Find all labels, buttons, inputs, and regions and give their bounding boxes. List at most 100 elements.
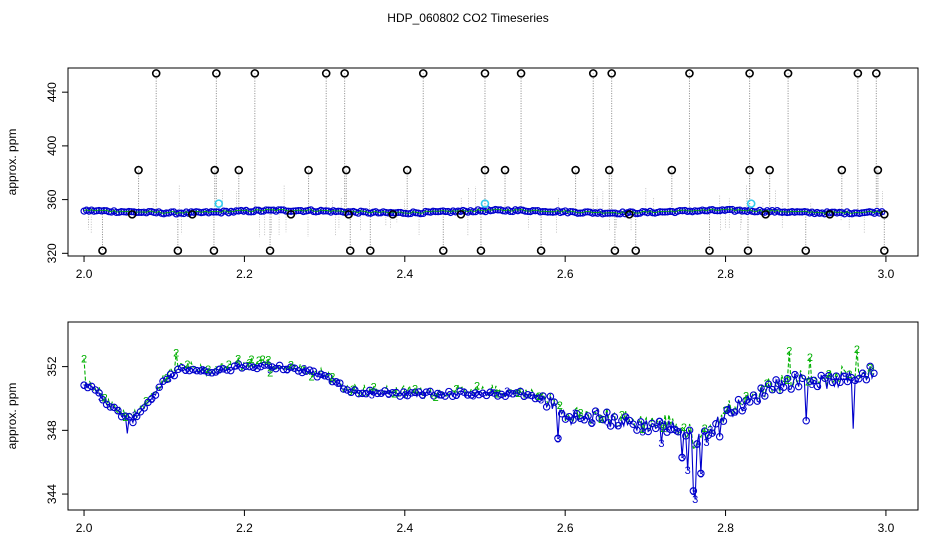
bottom-series-3-label: 3 bbox=[250, 362, 256, 374]
bottom-point bbox=[463, 391, 472, 399]
bottom-x-axis: 2.0 2.2 2.4 2.6 2.8 3.0 bbox=[76, 510, 895, 535]
bottom-point bbox=[524, 391, 532, 399]
bottom-point bbox=[655, 417, 664, 426]
bottom-series-2-label: 2 bbox=[309, 371, 315, 383]
top-x-tick-label-4: 2.8 bbox=[717, 267, 734, 281]
bottom-point bbox=[332, 377, 340, 386]
top-baseline-point bbox=[549, 208, 557, 216]
top-spike-marker-22 bbox=[500, 165, 510, 175]
top-baseline-point bbox=[738, 207, 746, 215]
bottom-point bbox=[779, 383, 788, 391]
bottom-series-2-label: 2 bbox=[122, 412, 128, 424]
bottom-point bbox=[610, 413, 619, 421]
bottom-series-2-label: 2 bbox=[248, 354, 254, 366]
bottom-x-tick-label-3: 2.6 bbox=[557, 521, 574, 535]
bottom-point bbox=[693, 440, 701, 448]
bottom-point bbox=[569, 416, 577, 424]
bottom-point bbox=[95, 389, 103, 397]
bottom-x-tick-label-1: 2.2 bbox=[236, 521, 253, 535]
bottom-point bbox=[614, 421, 622, 430]
bottom-series-2-label: 2 bbox=[143, 396, 149, 408]
bottom-point bbox=[700, 427, 709, 435]
bottom-point bbox=[505, 389, 513, 397]
bottom-point bbox=[264, 361, 273, 369]
bottom-x-tick-label-0: 2.0 bbox=[76, 521, 93, 535]
bottom-series-3-label: 3 bbox=[685, 465, 691, 477]
bottom-point bbox=[685, 426, 694, 434]
top-baseline-point bbox=[815, 209, 824, 217]
top-base-marker-3 bbox=[344, 210, 353, 219]
top-x-tick-label-0: 2.0 bbox=[76, 267, 93, 281]
bottom-point bbox=[347, 388, 355, 397]
top-y-tick-label-2: 400 bbox=[45, 136, 59, 156]
top-x-tick-label-5: 3.0 bbox=[878, 267, 895, 281]
bottom-y-tick-label-0: 344 bbox=[45, 484, 59, 504]
bottom-point bbox=[719, 417, 728, 425]
bottom-point bbox=[445, 387, 453, 396]
bottom-point bbox=[697, 469, 705, 478]
top-spike-marker-0 bbox=[151, 69, 161, 78]
bottom-point bbox=[764, 380, 773, 389]
bottom-point bbox=[324, 372, 333, 381]
top-baseline-point bbox=[878, 208, 886, 216]
top-cyan-point-0 bbox=[214, 199, 224, 208]
bottom-series-3-label: 3 bbox=[318, 369, 324, 381]
top-y-axis: 320 360 400 440 bbox=[45, 82, 68, 263]
bottom-point bbox=[377, 389, 385, 398]
bottom-point bbox=[430, 392, 438, 400]
top-spike-marker-1 bbox=[212, 69, 221, 78]
bottom-series-3-label: 3 bbox=[775, 378, 781, 390]
bottom-point bbox=[219, 365, 227, 373]
bottom-point bbox=[354, 389, 363, 398]
bottom-point bbox=[178, 364, 186, 372]
bottom-point bbox=[606, 422, 615, 430]
bottom-point bbox=[670, 425, 679, 434]
bottom-point bbox=[358, 389, 367, 398]
bottom-point bbox=[576, 414, 585, 423]
bottom-point bbox=[512, 389, 521, 397]
bottom-point bbox=[708, 429, 716, 437]
bottom-series-2-label: 2 bbox=[371, 382, 377, 394]
top-spike-marker-3 bbox=[321, 69, 331, 78]
bottom-point bbox=[452, 391, 461, 399]
bottom-series-3-label: 3 bbox=[301, 364, 307, 376]
bottom-series-2-label: 2 bbox=[412, 384, 418, 396]
bottom-plot-frame bbox=[67, 321, 919, 511]
bottom-point bbox=[140, 404, 148, 412]
bottom-series-3-label: 3 bbox=[386, 389, 392, 401]
top-base-marker-0 bbox=[127, 210, 137, 219]
bottom-point bbox=[99, 396, 107, 404]
bottom-series-3-label: 3 bbox=[538, 395, 544, 407]
bottom-point bbox=[625, 416, 634, 425]
bottom-series-2-label: 2 bbox=[265, 354, 271, 366]
bottom-point bbox=[761, 392, 769, 400]
bottom-point bbox=[260, 361, 269, 369]
top-baseline-point bbox=[783, 208, 791, 217]
bottom-series-3-label: 3 bbox=[199, 365, 205, 377]
bottom-point bbox=[802, 417, 810, 425]
top-spike-marker-18 bbox=[304, 165, 313, 175]
top-baseline-point bbox=[210, 208, 218, 216]
bottom-point bbox=[80, 381, 88, 389]
bottom-point bbox=[132, 412, 141, 421]
bottom-series-3-label: 3 bbox=[369, 389, 375, 401]
top-spike-marker-24 bbox=[604, 165, 614, 175]
bottom-point bbox=[828, 378, 837, 387]
bottom-point bbox=[302, 367, 310, 375]
bottom-series-2-label: 2 bbox=[226, 359, 232, 371]
top-spike-marker-21 bbox=[480, 165, 490, 175]
bottom-point bbox=[155, 383, 164, 392]
bottom-series-2-label: 2 bbox=[557, 400, 563, 412]
top-baseline-point bbox=[524, 207, 532, 216]
top-spike-marker-2 bbox=[250, 69, 260, 78]
bottom-point bbox=[475, 390, 483, 399]
bottom-point bbox=[516, 387, 525, 396]
bottom-series-3-label: 3 bbox=[673, 425, 679, 437]
top-baseline-point bbox=[706, 206, 714, 214]
bottom-y-axis-label: approx. ppm bbox=[5, 383, 19, 450]
bottom-series-2-label: 2 bbox=[260, 354, 266, 366]
top-base-marker-6 bbox=[625, 210, 634, 219]
bottom-point bbox=[114, 406, 122, 415]
